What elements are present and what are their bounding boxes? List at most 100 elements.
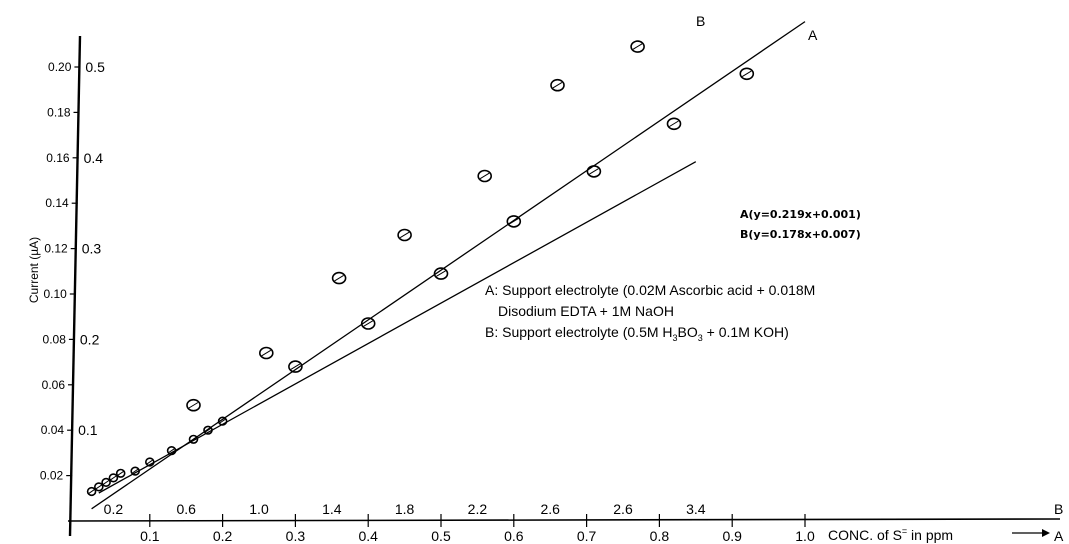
- data-point-mark-a: [669, 120, 679, 127]
- x-axis-b-letter: B: [1054, 501, 1063, 517]
- data-point-mark-b: [632, 43, 643, 50]
- series-a-label: A: [808, 27, 818, 43]
- data-point-a: [130, 466, 140, 476]
- data-point-mark-b: [188, 402, 199, 409]
- x-tick-label-b: 2.2: [468, 501, 488, 517]
- data-point-a: [188, 434, 199, 444]
- legend-line-b-prefix: B: Support electrolyte (0.5M H: [485, 324, 673, 340]
- data-point-mark-a: [190, 436, 197, 442]
- data-point-mark-a: [168, 448, 175, 453]
- x-axis-a-letter: A: [1054, 528, 1064, 544]
- legend-line-b: B: Support electrolyte (0.5M H3BO3 + 0.1…: [485, 324, 789, 343]
- data-point-mark-b: [552, 81, 563, 89]
- data-point-a: [203, 425, 213, 435]
- data-point-mark-a: [117, 470, 124, 476]
- x-tick-label-a: 0.5: [431, 528, 451, 544]
- equation-a: A(y=0.219x+0.001): [740, 208, 861, 221]
- x-tick-label-a: 0.2: [213, 528, 233, 544]
- y-tick-label-outer: 0.2: [80, 331, 100, 347]
- x-tick-label-a: 0.6: [504, 528, 524, 544]
- data-point-b: [186, 398, 201, 412]
- data-point-mark-a: [110, 475, 117, 481]
- data-point-mark-a: [219, 418, 226, 424]
- y-tick-label-outer: 0.1: [78, 422, 98, 438]
- x-axis: [67, 518, 1061, 522]
- y-tick-label-inner: 0.08: [43, 332, 67, 346]
- data-point-mark-a: [589, 168, 599, 175]
- data-point-a: [115, 468, 126, 478]
- y-axis-label: Current (µA): [27, 237, 41, 303]
- data-point-b: [630, 40, 645, 53]
- data-point-b: [331, 271, 347, 285]
- data-point-mark-a: [436, 270, 446, 277]
- x-tick-label-a: 0.7: [577, 528, 597, 544]
- data-point-a: [145, 457, 155, 467]
- data-point-a: [108, 473, 119, 483]
- data-point-mark-b: [261, 349, 272, 357]
- x-tick-label-b: 1.0: [249, 501, 269, 517]
- y-tick-label-outer: 0.4: [84, 150, 104, 166]
- data-point-a: [360, 317, 376, 330]
- x-tick-label-a: 0.3: [286, 528, 306, 544]
- x-tick-label-b: 0.2: [104, 501, 124, 517]
- legend-line-b-mid: BO: [678, 324, 698, 340]
- x-tick-label-b: 2.6: [540, 501, 560, 517]
- x-tick-label-b: 1.8: [395, 501, 415, 517]
- y-tick-label-inner: 0.04: [41, 423, 65, 437]
- data-point-mark-a: [508, 218, 519, 225]
- y-tick-label-inner: 0.06: [42, 378, 66, 392]
- data-point-b: [477, 169, 493, 183]
- data-point-mark-a: [95, 484, 102, 490]
- y-tick-label-inner: 0.02: [40, 469, 64, 483]
- y-axis: [68, 35, 82, 537]
- data-point-mark-a: [103, 480, 110, 485]
- data-point-mark-a: [132, 468, 139, 474]
- data-point-a: [739, 67, 755, 81]
- x-tick-label-a: 1.0: [795, 528, 815, 544]
- y-tick-label-outer: 0.3: [82, 241, 102, 257]
- data-point-b: [397, 228, 412, 242]
- y-tick-label-inner: 0.10: [43, 287, 67, 301]
- equation-b: B(y=0.178x+0.007): [740, 228, 861, 241]
- x-tick-label-b: 3.4: [686, 501, 706, 517]
- y-tick-label-inner: 0.16: [46, 151, 70, 165]
- data-point-a: [586, 165, 602, 178]
- data-point-mark-a: [741, 70, 752, 78]
- data-point-mark-a: [204, 427, 212, 433]
- x-tick-label-b: 2.6: [613, 501, 633, 517]
- x-tick-label-a: 0.8: [650, 528, 670, 544]
- data-point-mark-b: [399, 231, 410, 239]
- legend-line-b-suffix: + 0.1M KOH): [703, 324, 789, 340]
- y-tick-label-inner: 0.14: [45, 196, 69, 210]
- x-tick-label-b: 1.4: [322, 501, 342, 517]
- data-point-mark-a: [88, 489, 95, 494]
- x-axis-label: CONC. of S= in ppm: [828, 526, 953, 543]
- data-point-b: [258, 346, 274, 360]
- x-tick-label-a: 0.1: [140, 528, 160, 544]
- data-point-b: [550, 78, 565, 92]
- data-point-a: [94, 482, 104, 492]
- data-point-a: [166, 446, 177, 456]
- x-label-arrow-head: [1042, 529, 1050, 537]
- x-tick-label-a: 0.4: [358, 528, 378, 544]
- x-tick-label-b: 0.6: [176, 501, 196, 517]
- data-point-a: [217, 416, 228, 426]
- data-point-mark-b: [334, 274, 344, 282]
- data-point-mark-a: [290, 363, 301, 370]
- data-point-mark-a: [146, 459, 153, 465]
- fit-line-a: [91, 21, 806, 510]
- legend-line-b-sub1: 3: [673, 333, 678, 343]
- legend-line-a: A: Support electrolyte (0.02M Ascorbic a…: [485, 282, 815, 298]
- legend-line-a2: Disodium EDTA + 1M NaOH: [498, 303, 674, 319]
- data-point-mark-a: [363, 320, 374, 327]
- data-point-a: [433, 267, 449, 280]
- x-axis-label-superscript: =: [902, 526, 907, 536]
- y-tick-label-inner: 0.20: [48, 60, 72, 74]
- data-point-a: [666, 117, 682, 131]
- y-tick-label-inner: 0.18: [47, 105, 71, 119]
- data-point-a: [506, 215, 522, 228]
- y-tick-label-outer: 0.5: [85, 59, 105, 75]
- data-point-a: [101, 477, 111, 488]
- x-axis-label-suffix: in ppm: [907, 527, 953, 543]
